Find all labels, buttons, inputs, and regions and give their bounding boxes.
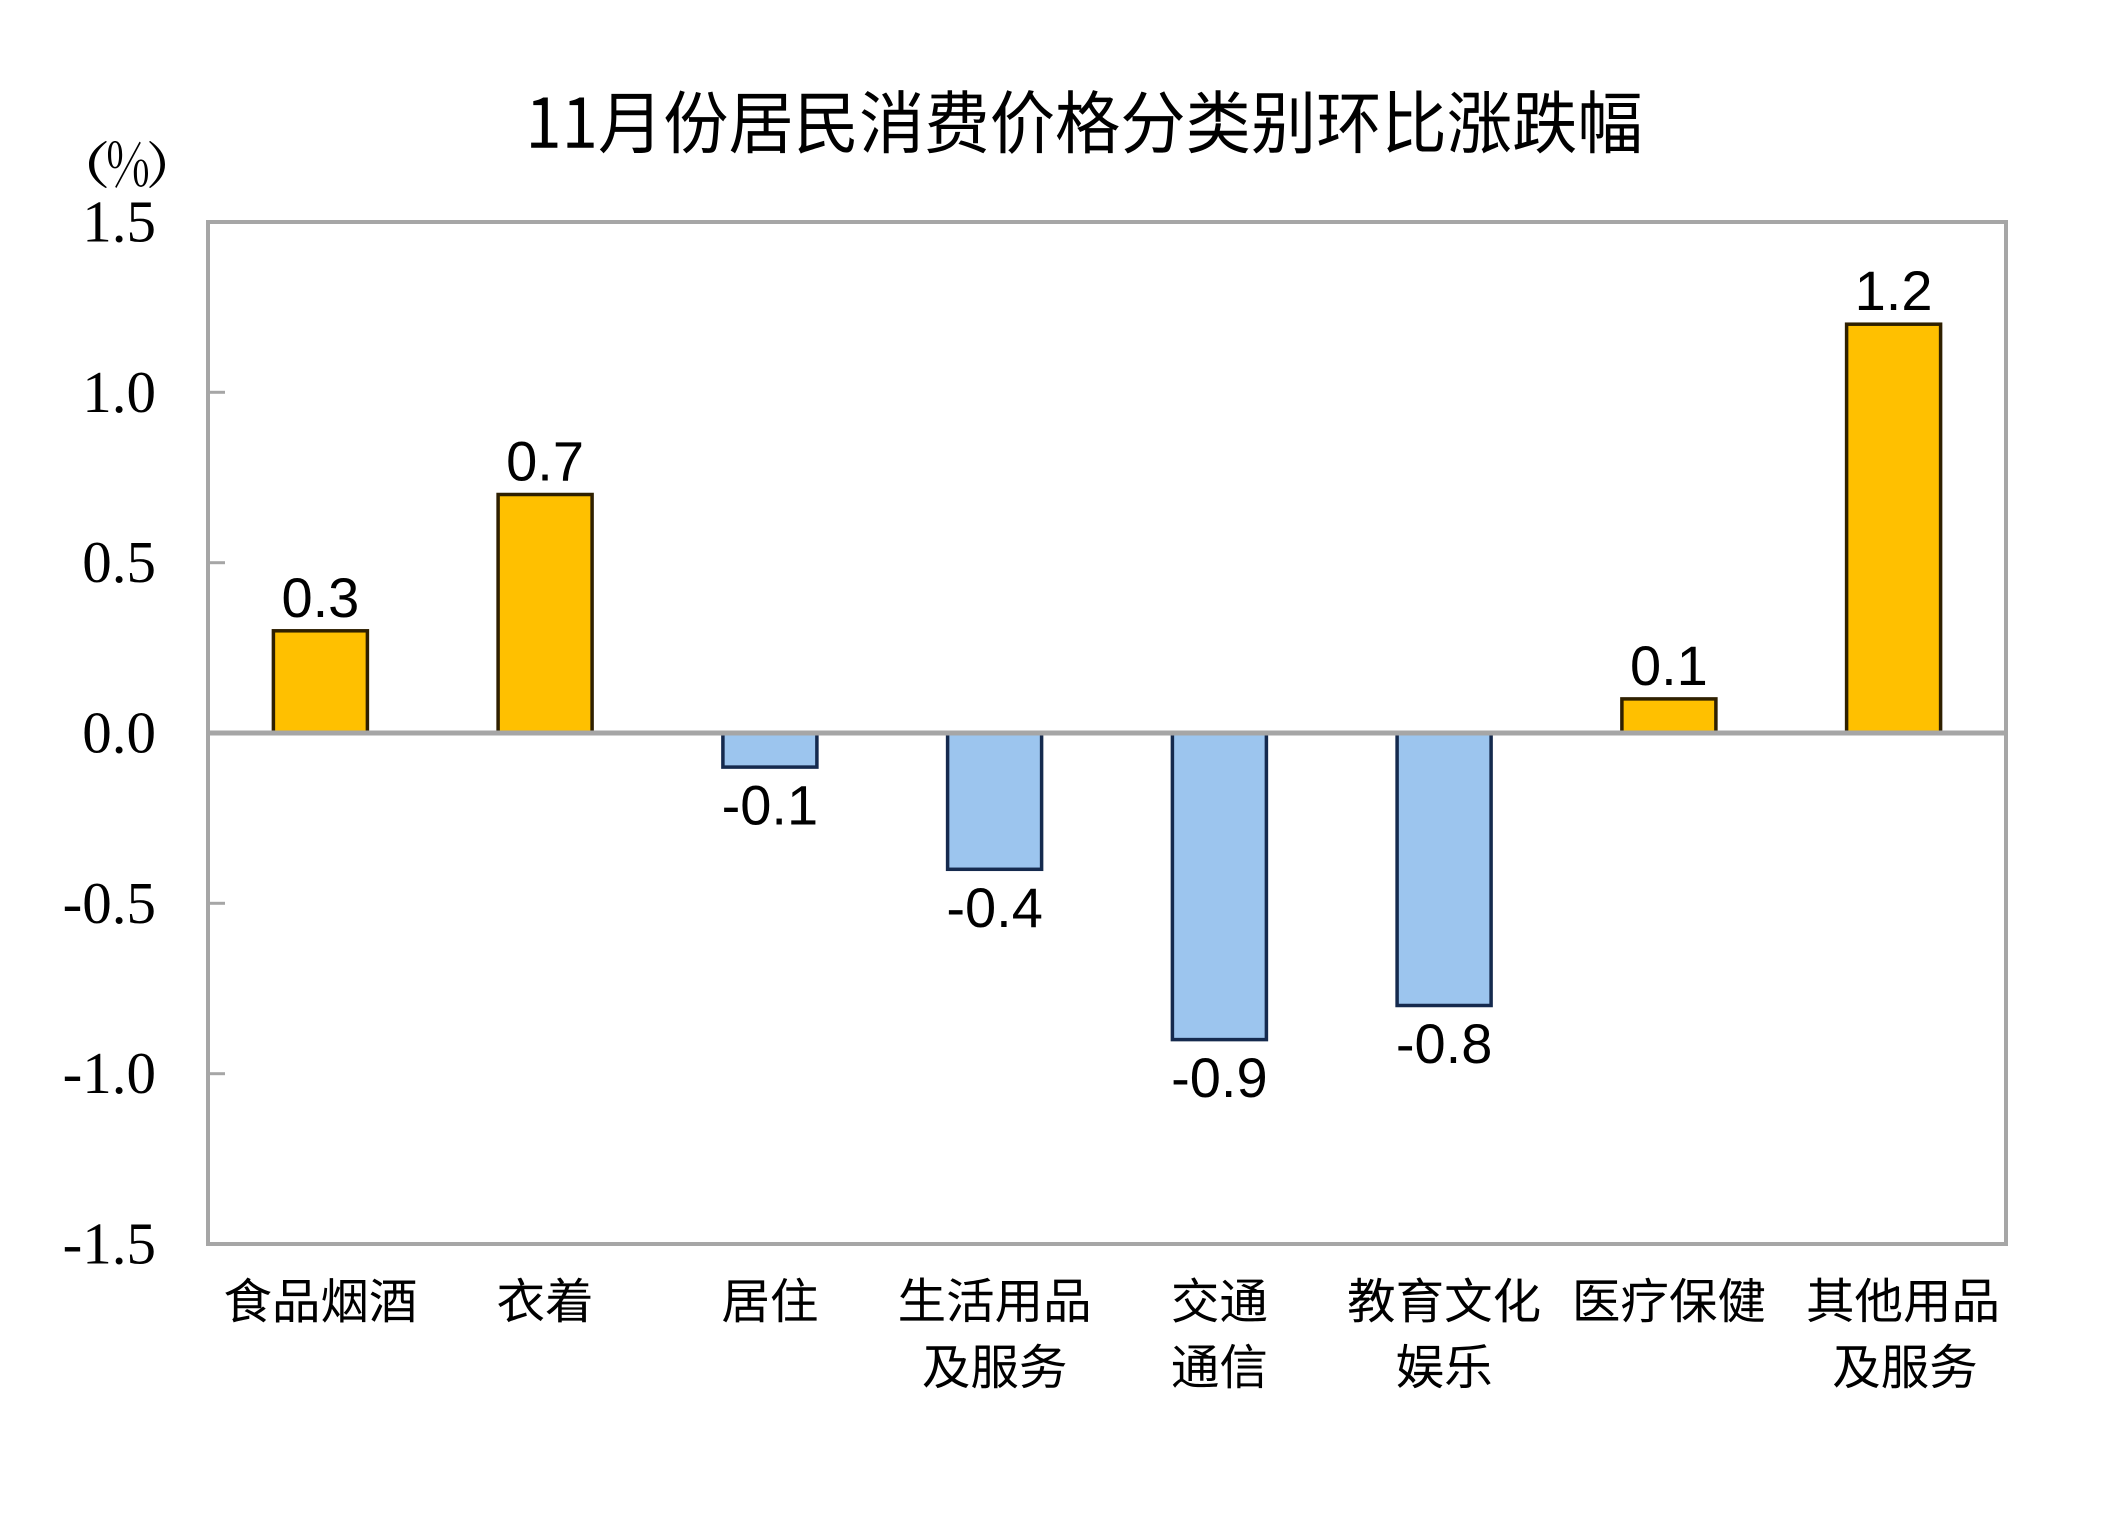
svg-text:-0.5: -0.5: [63, 870, 156, 936]
svg-text:0.0: 0.0: [82, 700, 156, 766]
svg-text:-0.1: -0.1: [722, 774, 819, 837]
svg-text:-1.0: -1.0: [63, 1040, 156, 1106]
svg-text:1.5: 1.5: [82, 189, 156, 255]
svg-text:0.5: 0.5: [82, 529, 156, 595]
svg-text:1.0: 1.0: [82, 359, 156, 425]
svg-text:-0.9: -0.9: [1171, 1046, 1268, 1109]
svg-text:-0.8: -0.8: [1396, 1012, 1493, 1075]
svg-text:-0.4: -0.4: [946, 876, 1043, 939]
svg-text:-1.5: -1.5: [63, 1211, 156, 1277]
svg-text:1.2: 1.2: [1855, 259, 1933, 322]
svg-text:0.3: 0.3: [281, 566, 359, 629]
svg-text:0.7: 0.7: [506, 430, 584, 493]
svg-text:0.1: 0.1: [1630, 634, 1708, 697]
